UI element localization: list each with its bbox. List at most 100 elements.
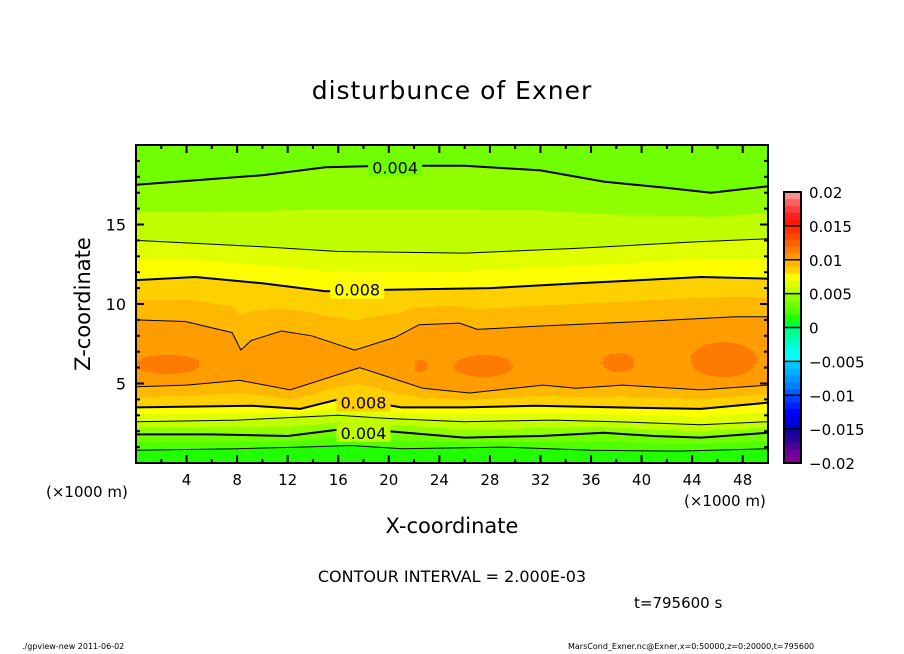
fill-cell xyxy=(265,175,269,212)
fill-cell xyxy=(601,247,605,266)
fill-cell xyxy=(523,442,527,449)
fill-cell xyxy=(739,240,743,260)
fill-cell xyxy=(490,447,494,464)
fill-cell xyxy=(631,301,635,323)
fill-cell xyxy=(235,381,239,394)
fill-cell xyxy=(745,429,749,435)
fill-cell xyxy=(532,268,536,287)
fill-cell xyxy=(517,327,521,389)
fill-cell xyxy=(322,410,326,417)
fill-cell xyxy=(520,436,524,443)
fill-cell xyxy=(496,308,500,329)
fill-cell xyxy=(352,291,356,321)
fill-cell xyxy=(202,384,206,396)
fill-cell xyxy=(277,267,281,286)
fill-cell xyxy=(652,451,656,464)
fill-cell xyxy=(472,288,476,309)
fill-cell xyxy=(202,302,206,327)
fill-cell xyxy=(190,434,194,443)
fill-cell xyxy=(376,418,380,425)
fill-cell xyxy=(547,436,551,443)
fill-cell xyxy=(466,407,470,415)
fill-cell xyxy=(199,277,203,302)
fill-cell xyxy=(493,168,497,211)
fill-cell xyxy=(289,418,293,428)
fill-cell xyxy=(598,247,602,266)
fill-cell xyxy=(667,436,671,445)
fill-cell xyxy=(139,428,143,435)
fill-cell xyxy=(211,383,215,396)
fill-cell xyxy=(532,386,536,397)
fill-cell xyxy=(430,407,434,415)
fill-cell xyxy=(736,215,740,241)
fill-cell xyxy=(412,145,416,167)
fill-cell xyxy=(559,174,563,213)
fill-cell xyxy=(718,443,722,451)
fill-cell xyxy=(520,169,524,211)
fill-cell xyxy=(709,344,713,377)
fill-cell xyxy=(418,271,422,290)
fill-cell xyxy=(733,435,737,443)
fill-cell xyxy=(283,267,287,287)
fill-cell xyxy=(634,145,638,186)
fill-cell xyxy=(319,392,323,405)
fill-cell xyxy=(595,397,599,408)
fill-cell xyxy=(607,370,611,387)
fill-cell xyxy=(424,324,428,363)
fill-cell xyxy=(331,167,335,210)
fill-cell xyxy=(691,298,695,320)
fill-cell xyxy=(730,429,734,436)
fill-cell xyxy=(598,427,602,434)
fill-cell xyxy=(565,435,569,443)
fill-cell xyxy=(568,420,572,428)
fill-cell xyxy=(373,410,377,419)
fill-cell xyxy=(739,423,743,430)
fill-cell xyxy=(763,449,767,464)
fill-cell xyxy=(499,390,503,399)
fill-cell xyxy=(526,436,530,443)
fill-cell xyxy=(496,414,500,422)
fill-cell xyxy=(667,145,671,189)
fill-cell xyxy=(364,209,368,253)
fill-cell xyxy=(193,407,197,415)
fill-cell xyxy=(316,381,320,394)
fill-cell xyxy=(166,212,170,243)
fill-cell xyxy=(163,386,167,397)
fill-cell xyxy=(307,425,311,434)
fill-cell xyxy=(697,371,701,391)
fill-cell xyxy=(172,300,176,322)
contour-label: 0.004 xyxy=(341,424,387,443)
fill-cell xyxy=(142,260,146,281)
fill-cell xyxy=(175,242,179,261)
fill-cell xyxy=(337,291,341,319)
fill-cell xyxy=(553,249,557,268)
fill-cell xyxy=(415,427,419,435)
fill-cell xyxy=(607,414,611,422)
fill-cell xyxy=(550,396,554,407)
fill-cell xyxy=(136,185,140,214)
fill-cell xyxy=(154,373,158,387)
fill-cell xyxy=(640,262,644,281)
fill-cell xyxy=(625,415,629,423)
fill-cell xyxy=(211,434,215,443)
fill-cell xyxy=(652,423,656,430)
fill-cell xyxy=(286,413,290,419)
fill-cell xyxy=(673,424,677,431)
y-axis-label: Z-coordinate xyxy=(71,237,95,371)
fill-cell xyxy=(490,407,494,415)
x-tick-label: 16 xyxy=(329,471,348,489)
fill-cell xyxy=(370,252,374,272)
fill-cell xyxy=(625,215,629,247)
fill-cell xyxy=(343,408,347,417)
colorbar-cell xyxy=(784,374,801,383)
fill-cell xyxy=(436,271,440,290)
fill-cell xyxy=(397,432,401,441)
fill-cell xyxy=(439,324,443,391)
fill-cell xyxy=(721,415,725,425)
fill-cell xyxy=(613,302,617,324)
fill-cell xyxy=(763,403,767,413)
fill-cell xyxy=(394,413,398,420)
fill-cell xyxy=(472,407,476,415)
fill-cell xyxy=(562,449,566,464)
fill-cell xyxy=(640,185,644,216)
